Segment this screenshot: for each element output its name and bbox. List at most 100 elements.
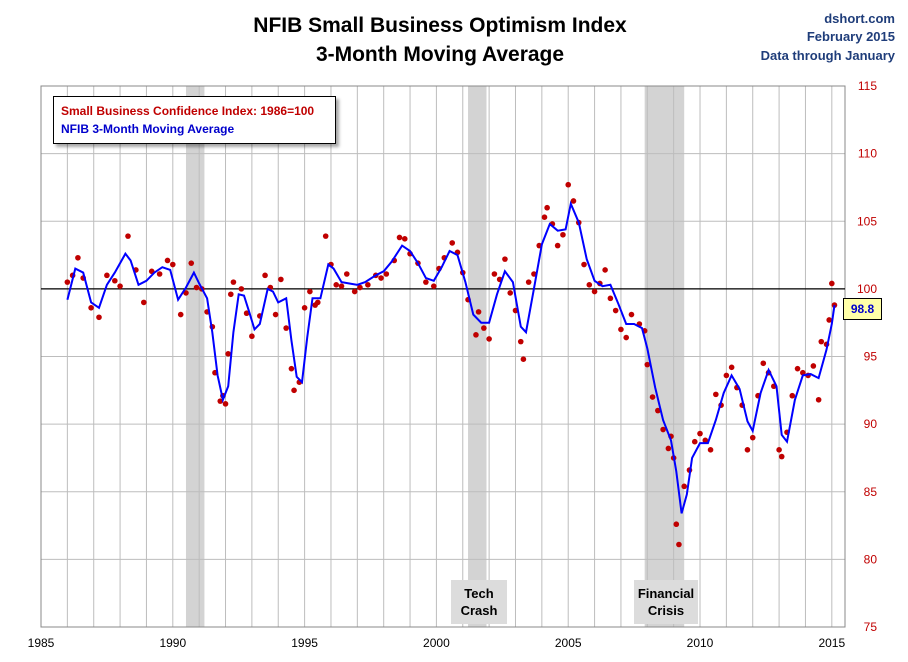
index-dot [475, 309, 482, 315]
chart-subtitle: 3-Month Moving Average [315, 43, 565, 66]
x-tick-label: 2010 [687, 636, 714, 650]
x-tick-label: 1995 [291, 636, 318, 650]
legend-dots-label: Small Business Confidence Index: 1986=10… [61, 104, 315, 118]
index-dot [728, 364, 735, 371]
index-dot [177, 311, 184, 318]
index-dot [676, 541, 682, 548]
latest-value-callout: 98.8 [843, 298, 882, 320]
index-dot [565, 181, 572, 188]
index-dot [602, 267, 608, 273]
index-dot [655, 407, 661, 414]
index-dot [449, 240, 456, 246]
index-dot [164, 257, 171, 264]
index-dot [502, 256, 508, 262]
index-dot [183, 290, 189, 296]
index-dot [591, 288, 598, 295]
index-dot [681, 483, 687, 490]
index-dot [117, 283, 123, 289]
x-tick-label: 2000 [423, 636, 450, 650]
credit-date: February 2015 [806, 29, 895, 44]
index-dot [396, 234, 403, 241]
index-dot [800, 369, 806, 376]
index-dot [125, 233, 131, 239]
index-dot [673, 521, 680, 528]
y-tick-label: 110 [858, 147, 877, 161]
index-dot [291, 387, 297, 394]
index-dot [507, 290, 514, 296]
chart-title: NFIB Small Business Optimism Index [253, 14, 627, 37]
index-dot [560, 231, 566, 238]
credit-site: dshort.com [824, 11, 895, 26]
index-dot [378, 275, 384, 281]
tech-label-line1: Tech [464, 586, 494, 601]
index-dot [649, 394, 656, 400]
index-dot [486, 336, 492, 342]
index-dot [170, 261, 176, 268]
index-dot [351, 288, 358, 295]
tech-label-line2: Crash [460, 603, 498, 618]
index-dot [723, 372, 730, 379]
index-dot [660, 426, 666, 433]
recession-label-financial: Financial Crisis [634, 580, 698, 624]
x-tick-label: 2015 [818, 636, 845, 650]
index-dot [702, 437, 709, 444]
moving-average-line [66, 200, 836, 514]
index-dot [778, 453, 785, 460]
index-dot [481, 325, 487, 331]
index-dot [249, 333, 255, 340]
x-tick-label: 1985 [28, 636, 55, 650]
index-dot [112, 277, 118, 284]
y-tick-label: 115 [858, 79, 877, 93]
index-dot [156, 271, 163, 277]
index-dot [776, 447, 782, 453]
index-dot [697, 430, 703, 437]
index-dot [517, 338, 524, 345]
index-dot [581, 261, 587, 268]
index-dot [217, 398, 224, 404]
legend: Small Business Confidence Index: 1986=10… [53, 96, 336, 144]
index-dot [338, 283, 345, 289]
index-dot [193, 284, 200, 291]
index-dot [707, 447, 714, 453]
index-dot [272, 311, 279, 318]
index-dot [794, 365, 801, 372]
index-dot [333, 282, 340, 288]
y-tick-label: 100 [857, 282, 877, 296]
index-dot [307, 288, 313, 295]
index-dot [749, 434, 756, 441]
index-dot [383, 271, 390, 277]
index-dot [623, 334, 630, 341]
index-dot [227, 291, 234, 298]
legend-line-label: NFIB 3-Month Moving Average [61, 122, 235, 136]
index-dot [691, 438, 698, 445]
index-dot [760, 360, 767, 367]
index-dot [283, 325, 289, 331]
index-dot [612, 307, 619, 314]
index-dot [230, 279, 237, 285]
y-tick-label: 90 [864, 417, 878, 431]
index-dot [243, 310, 250, 317]
index-dot [314, 299, 321, 306]
index-dot [88, 305, 94, 311]
index-dot [810, 363, 817, 369]
index-dot [644, 361, 651, 368]
index-dot [586, 282, 593, 288]
index-dot [225, 350, 231, 357]
index-dot [365, 282, 371, 288]
index-dot [430, 283, 437, 289]
index-dot [618, 326, 624, 333]
index-dot [473, 332, 479, 338]
plot-frame [40, 85, 846, 628]
index-dot [491, 271, 498, 277]
index-dot [188, 260, 195, 266]
index-dot [665, 445, 672, 452]
index-dot [401, 236, 408, 242]
index-dot [222, 401, 229, 407]
index-dot [520, 356, 527, 363]
index-dot [288, 365, 295, 372]
index-dot [744, 447, 751, 453]
index-dot [278, 276, 284, 283]
index-dot [262, 272, 268, 279]
index-dot [607, 295, 614, 302]
index-dot [544, 204, 550, 211]
